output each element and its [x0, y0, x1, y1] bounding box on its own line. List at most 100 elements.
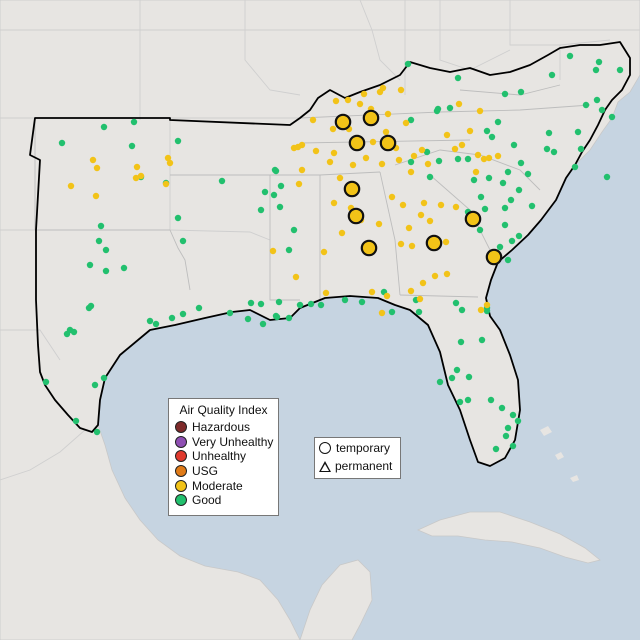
good-monitor-dot: [548, 71, 556, 79]
moderate-monitor-dot: [443, 131, 451, 139]
good-monitor-dot: [498, 404, 506, 412]
moderate-monitor-dot: [375, 220, 383, 228]
moderate-monitor-dot: [330, 199, 338, 207]
moderate-monitor-dot: [92, 192, 100, 200]
legend-label: Unhealthy: [192, 449, 247, 464]
good-monitor-dot: [598, 106, 606, 114]
moderate-monitor-dot: [483, 301, 491, 309]
good-monitor-dot: [566, 52, 574, 60]
legend-item-temporary: temporary: [315, 440, 400, 456]
usg-swatch: [175, 465, 187, 478]
good-monitor-dot: [510, 141, 518, 149]
legend-label: temporary: [336, 441, 391, 455]
good-monitor-dot: [102, 246, 110, 254]
very-unhealthy-swatch: [175, 435, 187, 448]
legend-label: Good: [192, 493, 222, 508]
moderate-monitor-dot: [298, 141, 306, 149]
good-monitor-dot: [577, 145, 585, 153]
moderate-monitor-dot: [309, 116, 317, 124]
moderate-monitor-dot: [455, 100, 463, 108]
moderate-monitor-dot: [451, 145, 459, 153]
good-monitor-dot: [285, 246, 293, 254]
good-monitor-dot: [476, 226, 484, 234]
moderate-monitor-dot: [431, 272, 439, 280]
good-monitor-dot: [93, 428, 101, 436]
good-monitor-dot: [434, 105, 442, 113]
good-monitor-dot: [358, 298, 366, 306]
good-monitor-dot: [436, 378, 444, 386]
good-monitor-dot: [514, 417, 522, 425]
good-monitor-dot: [72, 417, 80, 425]
moderate-monitor-dot: [292, 273, 300, 281]
good-monitor-dot: [452, 299, 460, 307]
good-monitor-dot: [592, 66, 600, 74]
moderate-monitor-dot: [378, 160, 386, 168]
good-swatch: [175, 494, 187, 507]
good-monitor-dot: [247, 299, 255, 307]
moderate-monitor-dot: [349, 161, 357, 169]
moderate-temporary-monitor: [425, 234, 443, 252]
moderate-monitor-dot: [402, 119, 410, 127]
moderate-monitor-dot: [418, 146, 426, 154]
legend-item-very-unhealthy: Very Unhealthy: [169, 435, 278, 450]
moderate-monitor-dot: [312, 147, 320, 155]
good-monitor-dot: [457, 338, 465, 346]
moderate-monitor-dot: [132, 174, 140, 182]
good-monitor-dot: [574, 128, 582, 136]
moderate-monitor-dot: [164, 154, 172, 162]
good-monitor-dot: [404, 60, 412, 68]
good-monitor-dot: [168, 314, 176, 322]
moderate-monitor-dot: [320, 248, 328, 256]
moderate-monitor-dot: [388, 193, 396, 201]
good-monitor-dot: [42, 378, 50, 386]
good-monitor-dot: [261, 188, 269, 196]
moderate-monitor-dot: [269, 247, 277, 255]
good-monitor-dot: [509, 411, 517, 419]
good-monitor-dot: [499, 179, 507, 187]
good-monitor-dot: [259, 320, 267, 328]
good-monitor-dot: [86, 261, 94, 269]
moderate-monitor-dot: [437, 201, 445, 209]
good-monitor-dot: [128, 142, 136, 150]
moderate-monitor-dot: [420, 199, 428, 207]
legend-label: permanent: [335, 459, 393, 473]
good-monitor-dot: [423, 148, 431, 156]
moderate-monitor-dot: [298, 166, 306, 174]
moderate-temporary-monitor: [379, 134, 397, 152]
moderate-temporary-monitor: [362, 109, 380, 127]
good-monitor-dot: [477, 193, 485, 201]
good-monitor-dot: [595, 58, 603, 66]
moderate-temporary-monitor: [334, 113, 352, 131]
good-monitor-dot: [464, 396, 472, 404]
good-monitor-dot: [426, 173, 434, 181]
good-monitor-dot: [179, 310, 187, 318]
aqi-legend: Air Quality Index Hazardous Very Unhealt…: [168, 398, 279, 516]
good-monitor-dot: [435, 157, 443, 165]
good-monitor-dot: [272, 312, 280, 320]
moderate-monitor-dot: [416, 295, 424, 303]
good-monitor-dot: [593, 96, 601, 104]
good-monitor-dot: [446, 104, 454, 112]
moderate-monitor-dot: [93, 164, 101, 172]
moderate-monitor-dot: [322, 289, 330, 297]
good-monitor-dot: [507, 196, 515, 204]
moderate-temporary-monitor: [343, 180, 361, 198]
moderate-monitor-dot: [408, 242, 416, 250]
good-monitor-dot: [485, 174, 493, 182]
good-monitor-dot: [102, 267, 110, 275]
moderate-monitor-dot: [410, 152, 418, 160]
legend-item-good: Good: [169, 493, 278, 508]
moderate-monitor-dot: [326, 158, 334, 166]
good-monitor-dot: [152, 320, 160, 328]
good-monitor-dot: [508, 237, 516, 245]
moderate-temporary-monitor: [464, 210, 482, 228]
good-monitor-dot: [483, 127, 491, 135]
good-monitor-dot: [95, 237, 103, 245]
moderate-monitor-dot: [407, 287, 415, 295]
moderate-monitor-dot: [338, 229, 346, 237]
moderate-monitor-dot: [395, 156, 403, 164]
moderate-monitor-dot: [378, 309, 386, 317]
good-monitor-dot: [448, 374, 456, 382]
moderate-monitor-dot: [383, 292, 391, 300]
